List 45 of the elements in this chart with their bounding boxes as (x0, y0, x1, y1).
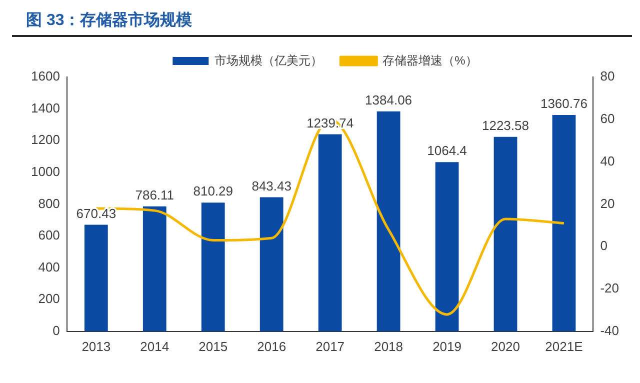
x-tick-label: 2018 (374, 338, 404, 354)
x-tick-label: 2017 (316, 338, 345, 354)
y2-tick-label: -20 (600, 280, 620, 296)
bar (376, 111, 400, 332)
data-label: 1223.58 (482, 118, 529, 133)
data-label: 670.43 (76, 206, 116, 221)
y-tick-label: 400 (38, 259, 60, 274)
y-tick-label: 1000 (31, 164, 60, 179)
bar (318, 134, 342, 332)
x-tick-label: 2013 (82, 338, 111, 354)
bar (260, 197, 284, 332)
bar (142, 206, 166, 332)
bar (494, 136, 518, 332)
x-tick-label: 2021E (545, 338, 584, 354)
bar (201, 202, 225, 332)
x-tick-label: 2019 (432, 338, 462, 354)
bar (435, 162, 459, 332)
x-tick-label: 2015 (198, 338, 228, 354)
data-label: 1384.06 (365, 92, 412, 108)
x-tick-label: 2014 (140, 338, 170, 354)
y2-tick-label: -40 (600, 322, 620, 338)
y-tick-label: 1200 (31, 132, 60, 148)
y-tick-label: 1600 (31, 68, 60, 84)
data-label: 786.11 (135, 187, 174, 202)
y2-tick-label: 40 (600, 153, 615, 168)
bar (552, 115, 576, 332)
legend-label: 市场规模（亿美元） (214, 53, 323, 68)
y-tick-label: 1400 (31, 100, 60, 116)
y-tick-label: 0 (52, 322, 60, 338)
data-label: 1064.4 (427, 143, 467, 158)
y-tick-label: 800 (38, 196, 60, 211)
y2-tick-label: 80 (600, 68, 615, 84)
data-label: 810.29 (193, 184, 233, 199)
chart-title: 图 33：存储器市场规模 (12, 8, 632, 37)
y2-tick-label: 20 (600, 196, 615, 211)
legend-label: 存储器增速（%） (382, 53, 478, 68)
y2-tick-label: 0 (600, 238, 608, 254)
x-tick-label: 2020 (491, 338, 520, 354)
data-label: 843.43 (252, 178, 292, 194)
bar (84, 224, 108, 332)
data-label: 1360.76 (540, 96, 588, 112)
x-tick-label: 2016 (257, 338, 286, 354)
y-tick-label: 200 (38, 291, 60, 306)
y2-tick-label: 60 (600, 110, 615, 126)
y-tick-label: 600 (38, 228, 60, 243)
